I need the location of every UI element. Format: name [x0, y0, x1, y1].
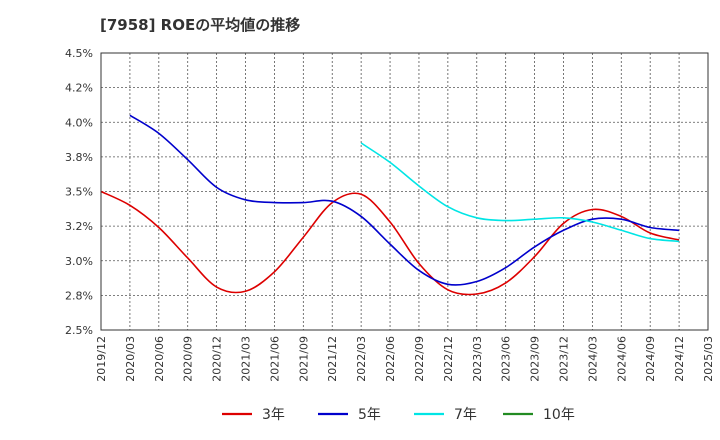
- x-tick-label: 2023/09: [529, 336, 542, 382]
- y-tick-label: 4.2%: [65, 82, 93, 95]
- x-axis-ticks: 2019/12 2020/03 2020/06 2020/09 2020/12 2021/…: [95, 336, 715, 382]
- x-tick-label: 2024/09: [644, 336, 657, 382]
- legend-label-1: 3年: [262, 407, 285, 423]
- x-tick-label: 2021/12: [326, 336, 339, 382]
- x-tick-label: 2021/03: [240, 336, 253, 382]
- legend-label-3: 7年: [454, 407, 477, 423]
- chart-title: [7958] ROEの平均値の推移: [100, 16, 301, 34]
- legend: 3年 5年 7年 10年: [222, 407, 575, 423]
- x-tick-label: 2023/03: [471, 336, 484, 382]
- x-tick-label: 2023/06: [500, 336, 513, 382]
- plot-frame: [100, 52, 709, 331]
- x-tick-label: 2024/12: [673, 336, 686, 382]
- x-tick-label: 2020/06: [153, 336, 166, 382]
- x-tick-label: 2022/03: [355, 336, 368, 382]
- y-tick-label: 2.5%: [65, 324, 93, 337]
- series-line-3: [360, 142, 680, 243]
- y-tick-label: 3.8%: [65, 151, 93, 164]
- x-tick-label: 2023/12: [557, 336, 570, 382]
- legend-label-2: 5年: [358, 407, 381, 423]
- series-line-2: [129, 114, 680, 286]
- x-tick-label: 2019/12: [95, 336, 108, 382]
- x-tick-label: 2022/06: [384, 336, 397, 382]
- y-tick-label: 4.0%: [65, 116, 93, 129]
- x-tick-label: 2025/03: [702, 336, 715, 382]
- legend-label-4: 10年: [543, 407, 575, 423]
- y-tick-label: 3.0%: [65, 255, 93, 268]
- x-tick-label: 2020/12: [211, 336, 224, 382]
- x-tick-label: 2020/03: [124, 336, 137, 382]
- y-tick-label: 3.2%: [65, 220, 93, 233]
- x-tick-label: 2024/06: [615, 336, 628, 382]
- y-tick-label: 4.5%: [65, 47, 93, 60]
- grid: [101, 53, 708, 330]
- y-axis-ticks: 2.5% 2.8% 3.0% 3.2% 3.5% 3.8% 4.0% 4.2% 4.5%: [65, 47, 93, 337]
- series-line-1: [100, 190, 680, 296]
- x-tick-label: 2022/09: [413, 336, 426, 382]
- x-tick-label: 2021/09: [297, 336, 310, 382]
- x-tick-label: 2024/03: [586, 336, 599, 382]
- y-tick-label: 3.5%: [65, 186, 93, 199]
- series-lines: [100, 114, 680, 296]
- x-tick-label: 2021/06: [268, 336, 281, 382]
- x-tick-label: 2022/12: [442, 336, 455, 382]
- y-tick-label: 2.8%: [65, 289, 93, 302]
- x-tick-label: 2020/09: [182, 336, 195, 382]
